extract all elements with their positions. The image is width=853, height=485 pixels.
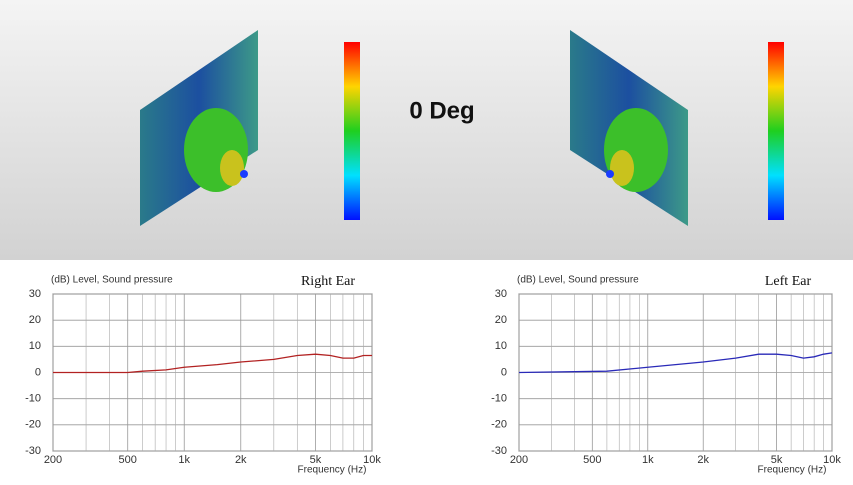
x-tick-label: 5k (771, 454, 783, 466)
series-line (518, 352, 833, 374)
y-tick-label: 10 (495, 340, 507, 352)
x-axis-label: Frequency (Hz) (758, 465, 827, 476)
render-right (570, 30, 784, 226)
x-tick-label: 2k (697, 454, 709, 466)
chart-title: Right Ear (301, 274, 355, 289)
x-tick-label: 10k (823, 454, 841, 466)
series-line (53, 353, 372, 374)
x-tick-label: 5k (310, 454, 322, 466)
y-tick-label: 0 (35, 366, 41, 378)
x-tick-label: 200 (44, 454, 62, 466)
y-tick-label: 10 (29, 340, 41, 352)
y-tick-label: 30 (495, 288, 507, 300)
x-tick-label: 1k (178, 454, 190, 466)
y-tick-label: 20 (495, 314, 507, 326)
y-tick-label: 0 (501, 366, 507, 378)
render-left (140, 30, 360, 226)
page-title: 0 Deg (409, 97, 474, 124)
x-tick-label: 2k (235, 454, 247, 466)
x-tick-label: 200 (510, 454, 528, 466)
chart-title: Left Ear (765, 274, 812, 289)
y-tick-label: -30 (25, 445, 41, 457)
y-tick-label: 30 (29, 288, 41, 300)
x-tick-label: 10k (363, 454, 381, 466)
y-tick-label: -10 (25, 393, 41, 405)
render-area (0, 0, 853, 260)
y-tick-label: -10 (491, 393, 507, 405)
y-axis-label: (dB) Level, Sound pressure (517, 275, 639, 286)
y-axis-label: (dB) Level, Sound pressure (51, 275, 173, 286)
y-tick-label: -30 (491, 445, 507, 457)
y-tick-label: -20 (491, 419, 507, 431)
x-tick-label: 500 (119, 454, 137, 466)
y-tick-label: -20 (25, 419, 41, 431)
x-axis-label: Frequency (Hz) (298, 465, 367, 476)
x-tick-label: 1k (642, 454, 654, 466)
x-tick-label: 500 (583, 454, 601, 466)
y-tick-label: 20 (29, 314, 41, 326)
